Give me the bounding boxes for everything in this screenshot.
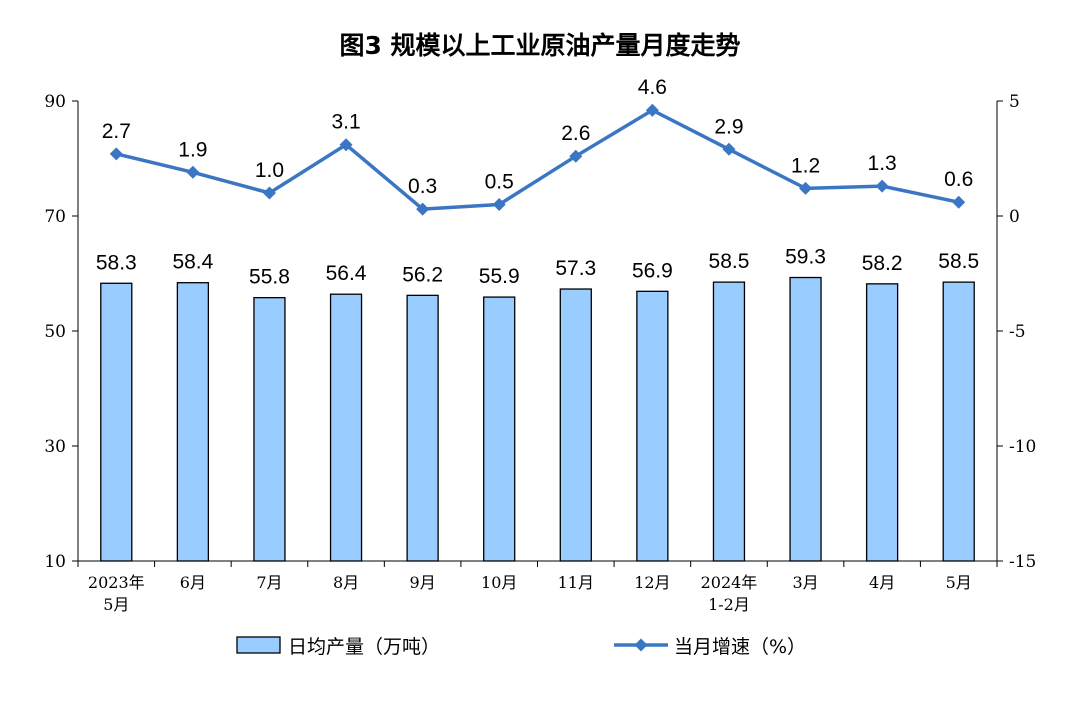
growth-value-label: 2.9 [714,115,743,138]
bar [636,290,669,562]
x-axis-tick-label: 2024年 [701,573,758,592]
growth-point [645,103,659,117]
legend-line-marker [634,638,648,652]
x-axis-tick-label: 11月 [558,573,594,592]
bar-value-label: 56.9 [632,259,673,282]
x-axis-tick-label: 5月 [103,595,129,614]
growth-value-label: 0.6 [944,168,973,191]
x-axis-tick-label: 6月 [180,573,206,592]
chart-legend: 日均产量（万吨） 当月增速（%） [236,636,806,658]
left-axis-tick-label: 70 [44,207,66,227]
bar [483,296,516,562]
growth-value-label: 2.6 [561,122,590,145]
growth-point [569,149,583,163]
chart-title: 图3 规模以上工业原油产量月度走势 [339,31,740,60]
bar-value-label: 58.5 [709,250,750,273]
bar-value-label: 55.8 [249,266,290,289]
growth-value-label: 1.9 [178,138,207,161]
x-axis-tick-label: 9月 [410,573,436,592]
x-axis-tick-label: 5月 [946,573,972,592]
growth-point [952,195,966,209]
bar-value-label: 58.3 [96,251,137,274]
x-axis-tick-label: 10月 [481,573,517,592]
growth-value-label: 2.7 [102,120,131,143]
x-axis-tick-label: 1-2月 [708,595,750,614]
growth-value-label: 4.6 [638,76,667,99]
bar [329,293,363,562]
growth-value-label: 1.2 [791,154,820,177]
bar-value-label: 56.4 [326,262,367,285]
legend-line-label: 当月增速（%） [674,636,806,658]
growth-value-label: 1.3 [868,152,897,175]
growth-point [262,186,276,200]
bar [253,296,286,562]
right-axis-tick-label: -5 [1009,322,1026,342]
growth-value-label: 0.3 [408,175,437,198]
bar [789,276,822,562]
growth-point [875,179,889,193]
x-axis-tick-label: 4月 [869,573,895,592]
x-axis-tick-label: 7月 [256,573,282,592]
bar-value-label: 57.3 [555,257,596,280]
left-axis-tick-label: 90 [44,92,66,112]
growth-point [722,142,736,156]
bar [406,294,439,562]
right-axis-tick-label: 0 [1009,207,1020,227]
bar [559,288,592,562]
legend-bar-label: 日均产量（万吨） [288,636,440,658]
bar-value-label: 59.3 [785,246,826,269]
growth-line [115,108,960,211]
growth-value-label: 0.5 [485,171,514,194]
bar [176,282,210,562]
x-axis-tick-label: 12月 [634,573,670,592]
x-axis-tick-label: 3月 [792,573,818,592]
x-axis-tick-label: 8月 [333,573,359,592]
growth-point [186,165,200,179]
bar [712,281,746,562]
growth-point [416,202,430,216]
bar-value-label: 58.5 [938,250,979,273]
bar-value-label: 55.9 [479,265,520,288]
growth-point [799,181,813,195]
growth-point [339,138,353,152]
x-axis-tick-label: 2023年 [88,573,145,592]
growth-value-label: 1.0 [255,159,284,182]
growth-point [109,147,123,161]
left-axis-tick-label: 30 [44,437,66,457]
right-axis-tick-label: 5 [1009,92,1020,112]
legend-bar-swatch [236,636,281,654]
right-axis-tick-label: -15 [1009,552,1036,572]
bar [942,281,975,562]
bar [865,283,899,562]
growth-point [492,198,506,211]
left-axis-tick-label: 10 [44,552,66,572]
growth-value-label: 3.1 [331,111,360,134]
bar-value-label: 56.2 [402,263,443,286]
bar [100,282,133,562]
right-axis-tick-label: -10 [1009,437,1036,457]
left-axis-tick-label: 50 [44,322,66,342]
bar-value-label: 58.2 [862,252,903,275]
bar-value-label: 58.4 [172,251,213,274]
